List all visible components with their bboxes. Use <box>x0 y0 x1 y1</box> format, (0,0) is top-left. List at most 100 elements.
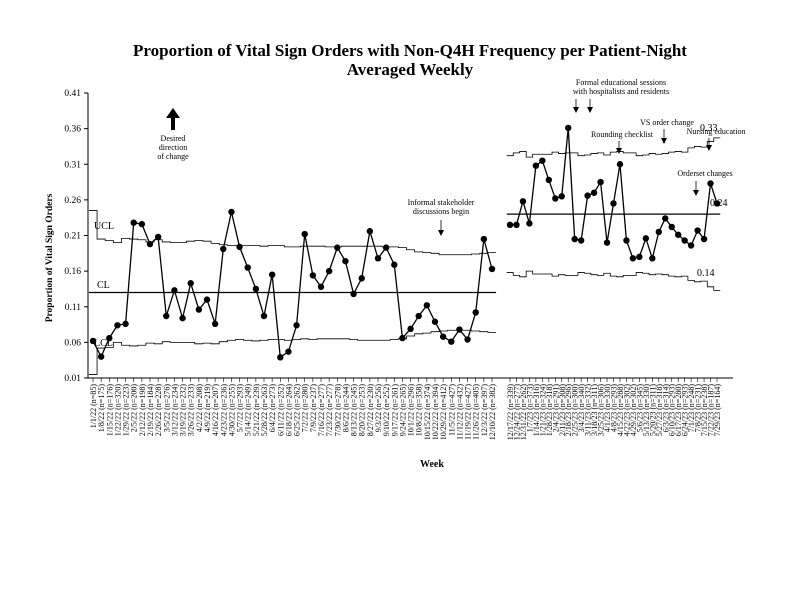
phase2-data-point <box>681 237 688 244</box>
y-tick-label: 0.31 <box>64 160 81 170</box>
x-tick-label: 5/27/23 (n=318) <box>655 384 664 437</box>
x-tick-label: 11/19/22 (n=427) <box>464 384 473 440</box>
phase1-data-point <box>350 290 357 298</box>
phase2-data-point <box>713 200 721 207</box>
x-tick-label: 2/26/22 (n=228) <box>154 384 163 437</box>
phase2-data-point <box>532 162 540 169</box>
phase1-data-point <box>106 334 113 342</box>
phase1-data-point <box>309 272 317 279</box>
x-tick-label: 3/25/23 (n=306) <box>597 384 606 437</box>
x-tick-label: 12/31/22 (n=262) <box>519 384 528 441</box>
phase2-data-point <box>597 178 604 186</box>
phase1-data-point <box>138 220 146 228</box>
orderset-changes-arrow-icon <box>693 181 699 196</box>
phase2-data-point <box>526 220 533 227</box>
formal-education-line2: with hospitalists and residents <box>573 87 669 96</box>
phase2-data-point <box>558 193 565 200</box>
y-tick-label: 0.06 <box>64 338 81 348</box>
y-tick-label: 0.01 <box>64 374 81 384</box>
phase1-data-point <box>163 312 170 320</box>
x-tick-label: 10/22/22 (n=394) <box>431 384 440 441</box>
phase1-data-point <box>456 326 463 333</box>
x-tick-label: 11/26/22 (n=405) <box>472 384 481 440</box>
x-tick-label: 12/24/22 (n=277) <box>512 384 521 441</box>
phase2-cl-value-label: 0.24 <box>710 198 728 209</box>
x-tick-label: 2/12/22 (n=198) <box>138 384 147 437</box>
phase1-data-point <box>171 287 178 294</box>
phase2-data-point <box>616 161 624 168</box>
x-tick-label: 4/30/22 (n=255) <box>227 384 236 437</box>
x-tick-label: 4/16/22 (n=207) <box>211 384 220 437</box>
x-tick-label: 9/3/22 (n=256) <box>374 384 383 433</box>
x-tick-label: 5/7/22 (n=293) <box>236 384 245 433</box>
x-tick-label: 1/8/22 (n=175) <box>97 384 106 433</box>
x-tick-label: 1/15/22 (n=176) <box>105 384 114 437</box>
phase1-data-point <box>301 230 308 238</box>
phase1-data-point <box>97 353 105 360</box>
phase1-data-point <box>366 228 374 235</box>
x-tick-label: 6/11/22 (n=252) <box>276 384 285 436</box>
x-tick-label: 12/17/22 (n=339) <box>506 384 515 441</box>
rounding-checklist-label: Rounding checklist <box>591 130 654 139</box>
phase1-data-point <box>211 320 219 328</box>
phase1-data-point <box>431 318 439 325</box>
lcl-label: LCL <box>94 338 113 349</box>
x-tick-label: 1/7/23 (n=373) <box>525 384 534 433</box>
phase1-data-point <box>399 334 406 342</box>
x-tick-label: 1/28/23 (n=318) <box>545 384 554 437</box>
nursing-education-arrow-icon <box>706 138 712 151</box>
phase1-data-point <box>423 302 431 309</box>
x-tick-label: 3/11/23 (n=332) <box>584 384 593 436</box>
x-tick-label: 4/8/23 (n=293) <box>610 384 619 433</box>
phase1-data-point <box>268 271 276 278</box>
x-tick-label: 2/4/23 (n=291) <box>551 384 560 433</box>
phase1-data-point <box>228 208 235 216</box>
phase2-data-point <box>571 235 578 243</box>
phase2-data-point <box>649 255 656 262</box>
x-tick-label: 10/8/22 (n=358) <box>415 384 424 437</box>
phase2-data-point <box>577 237 585 244</box>
phase2-data-point <box>590 189 598 196</box>
phase1-ucl-line <box>88 210 497 256</box>
phase1-data-point <box>488 265 496 273</box>
phase1-data-point <box>391 261 398 268</box>
y-axis-title: Proportion of Vital Sign Orders <box>45 193 55 322</box>
phase2-data-point <box>687 242 695 249</box>
x-tick-label: 3/5/22 (n=276) <box>162 384 171 433</box>
phase1-data-point <box>154 233 162 241</box>
x-tick-label: 4/22/23 (n=302) <box>622 384 631 437</box>
phase2-data-point <box>707 180 714 187</box>
x-tick-label: 12/3/22 (n=397) <box>480 384 489 437</box>
vs-order-change-label: VS order change <box>640 118 694 127</box>
x-tick-label: 2/18/23 (n=296) <box>564 384 573 437</box>
x-tick-label: 10/15/22 (n=374) <box>423 384 432 441</box>
phase1-data-point <box>244 264 251 271</box>
vs-order-change-arrow-icon <box>661 129 667 144</box>
phase2-data-point <box>519 198 527 205</box>
phase2-data-point <box>700 235 708 243</box>
phase1-data-point <box>464 336 471 343</box>
y-tick-label: 0.41 <box>64 89 81 99</box>
x-tick-label: 7/9/22 (n=237) <box>309 384 318 433</box>
rounding-checklist-arrow-icon <box>616 141 622 154</box>
formal-education-line1: Formal educational sessions <box>576 78 666 87</box>
informal-stakeholder-arrow-icon <box>438 220 444 236</box>
phase1-data-point <box>114 322 121 329</box>
phase1-data-point <box>342 257 349 265</box>
desired-direction-line1: Desired <box>161 134 186 143</box>
phase2-data-point <box>506 221 514 229</box>
phase2-lcl-line <box>506 270 721 291</box>
phase1-data-point <box>179 314 186 322</box>
informal-stakeholder-line1: Informal stakeholder <box>408 198 475 207</box>
phase2-ucl-value-label: 0.33 <box>700 123 718 134</box>
x-tick-label: 6/25/22 (n=262) <box>293 384 302 437</box>
x-tick-label: 9/24/22 (n=265) <box>398 384 407 437</box>
x-tick-label: 1/14/23 (n=316) <box>532 384 541 437</box>
x-ticks: 1/1/22 (n=85) 1/8/22 (n=175) 1/15/22 (n=17… <box>89 378 722 440</box>
phase2-lcl-value-label: 0.14 <box>697 268 715 279</box>
phase2-data-point <box>636 253 643 261</box>
x-tick-label: 7/30/22 (n=278) <box>333 384 342 437</box>
up-arrow-icon <box>166 108 180 130</box>
x-tick-label: 7/15/23 (n=238) <box>700 384 709 437</box>
